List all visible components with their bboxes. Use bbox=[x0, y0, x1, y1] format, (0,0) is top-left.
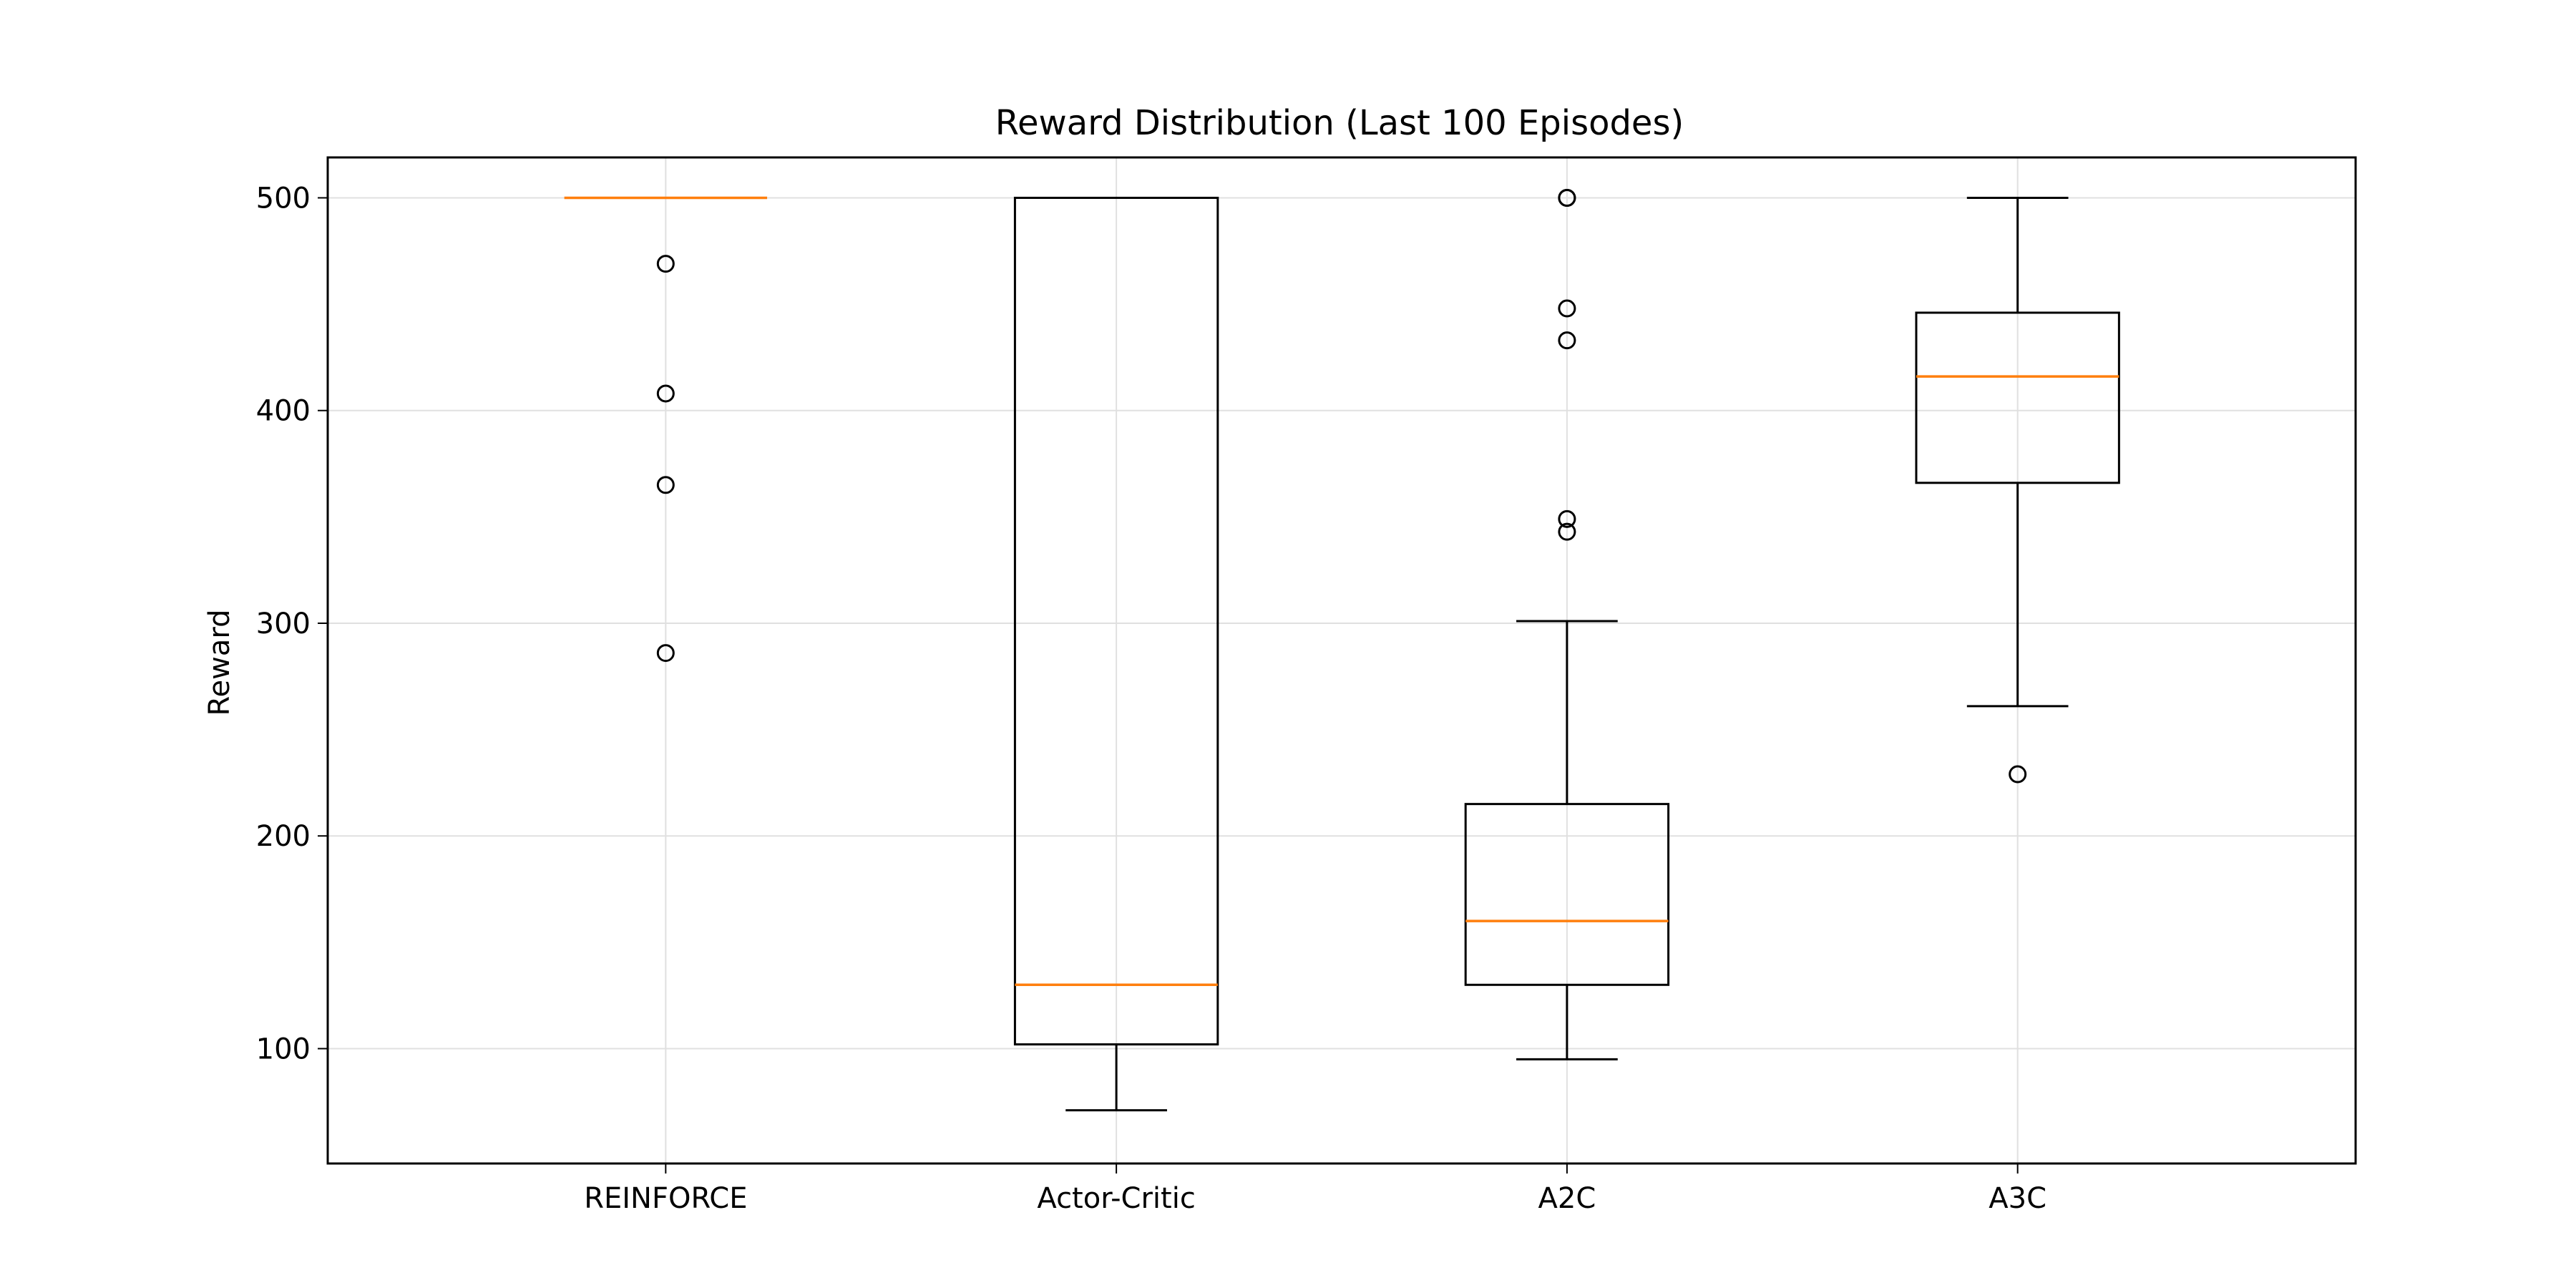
box-group bbox=[564, 196, 768, 663]
box-group bbox=[1915, 196, 2120, 784]
outlier-point bbox=[2009, 765, 2027, 784]
outlier-point bbox=[656, 476, 675, 494]
iqr-box bbox=[1464, 803, 1670, 986]
axes: 100 200 300 400 500 REINFORCE Actor-Critic A2C A… bbox=[256, 156, 2357, 1215]
outlier-point bbox=[656, 255, 675, 273]
y-tick-label: 500 bbox=[256, 182, 311, 215]
y-tick-label: 400 bbox=[256, 395, 311, 428]
box-group bbox=[1464, 188, 1670, 1060]
iqr-box bbox=[1013, 196, 1219, 1046]
axes-frame bbox=[326, 156, 2357, 1165]
y-tick-label: 200 bbox=[256, 820, 311, 853]
x-tick-label: A2C bbox=[1538, 1182, 1596, 1215]
box-group bbox=[1013, 196, 1219, 1112]
y-axis-label: Reward bbox=[203, 610, 236, 716]
y-tick-label: 100 bbox=[256, 1033, 311, 1065]
x-tick-label: Actor-Critic bbox=[1037, 1182, 1195, 1215]
outlier-point bbox=[1558, 509, 1576, 528]
plot-area bbox=[564, 188, 2120, 1112]
outlier-point bbox=[1558, 522, 1576, 541]
outlier-point bbox=[656, 384, 675, 403]
outlier-point bbox=[1558, 299, 1576, 318]
y-tick-label: 300 bbox=[256, 608, 311, 640]
x-tick-label: A3C bbox=[1989, 1182, 2046, 1215]
outlier-point bbox=[1558, 331, 1576, 350]
chart-title: Reward Distribution (Last 100 Episodes) bbox=[995, 103, 1684, 143]
outlier-point bbox=[656, 644, 675, 663]
outlier-point bbox=[1558, 188, 1576, 207]
x-tick-label: REINFORCE bbox=[584, 1182, 747, 1215]
iqr-box bbox=[1915, 311, 2120, 484]
